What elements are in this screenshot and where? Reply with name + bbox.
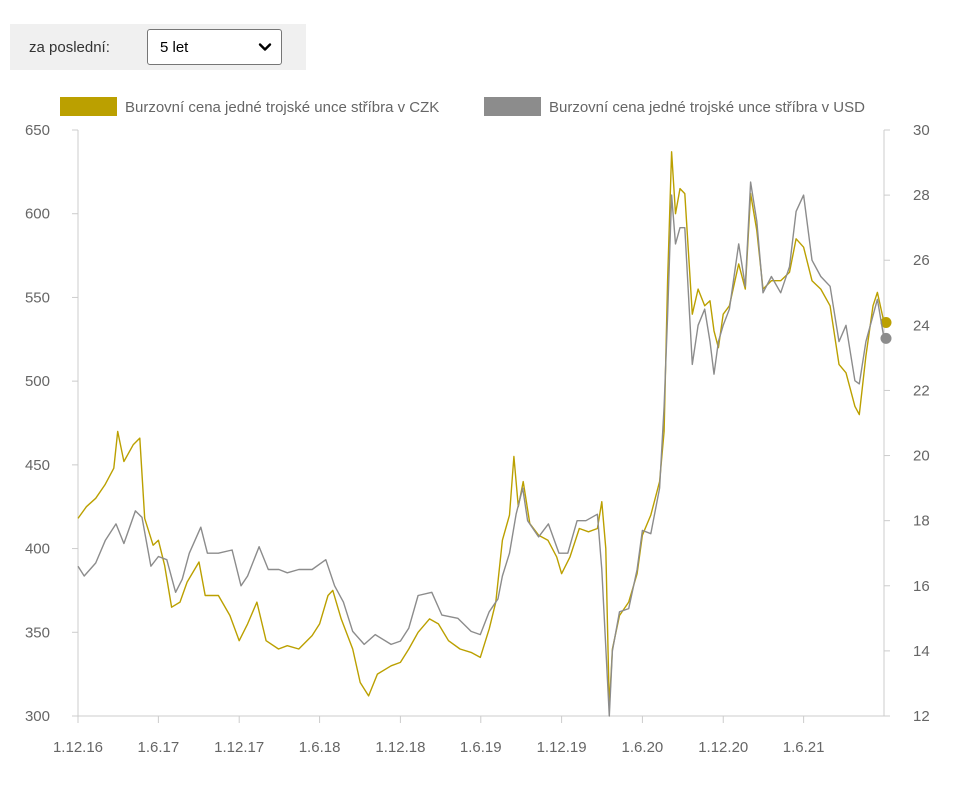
x-tick-label: 1.6.21	[783, 739, 825, 756]
y-right-tick-label: 22	[913, 382, 930, 399]
y-right-tick-label: 28	[913, 187, 930, 204]
x-tick-label: 1.6.17	[138, 739, 180, 756]
legend-swatch	[484, 97, 541, 116]
y-left-tick-label: 400	[25, 541, 50, 558]
x-tick-label: 1.6.18	[299, 739, 341, 756]
y-right-tick-label: 12	[913, 708, 930, 725]
x-tick-label: 1.12.19	[537, 739, 587, 756]
period-select-value: 5 let	[160, 38, 189, 56]
y-right-tick-label: 18	[913, 513, 930, 530]
x-tick-label: 1.12.20	[698, 739, 748, 756]
x-tick-label: 1.12.16	[53, 739, 103, 756]
y-left-tick-label: 550	[25, 289, 50, 306]
y-left-tick-label: 350	[25, 624, 50, 641]
series-end-marker	[880, 317, 892, 329]
y-right-tick-label: 20	[913, 448, 930, 465]
y-left-tick-label: 600	[25, 206, 50, 223]
legend-swatch	[60, 97, 117, 116]
x-tick-label: 1.12.17	[214, 739, 264, 756]
legend-label: Burzovní cena jedné trojské unce stříbra…	[549, 99, 865, 116]
y-right-tick-label: 24	[913, 317, 930, 334]
period-select[interactable]: 5 let	[147, 29, 282, 65]
period-filter-label: za poslední:	[29, 38, 110, 56]
x-tick-label: 1.6.19	[460, 739, 502, 756]
chevron-down-icon	[258, 43, 272, 51]
y-left-tick-label: 450	[25, 457, 50, 474]
y-right-tick-label: 14	[913, 643, 930, 660]
x-tick-label: 1.12.18	[375, 739, 425, 756]
series-line	[77, 181, 885, 717]
y-left-tick-label: 650	[25, 122, 50, 139]
y-right-tick-label: 30	[913, 122, 930, 139]
y-right-tick-label: 16	[913, 578, 930, 595]
y-left-tick-label: 300	[25, 708, 50, 725]
y-right-tick-label: 26	[913, 252, 930, 269]
series-end-marker	[880, 332, 892, 344]
y-left-tick-label: 500	[25, 373, 50, 390]
x-tick-label: 1.6.20	[622, 739, 664, 756]
period-filter-bar: za poslední: 5 let	[10, 24, 306, 70]
legend-label: Burzovní cena jedné trojské unce stříbra…	[125, 99, 439, 116]
series-line	[77, 151, 885, 709]
